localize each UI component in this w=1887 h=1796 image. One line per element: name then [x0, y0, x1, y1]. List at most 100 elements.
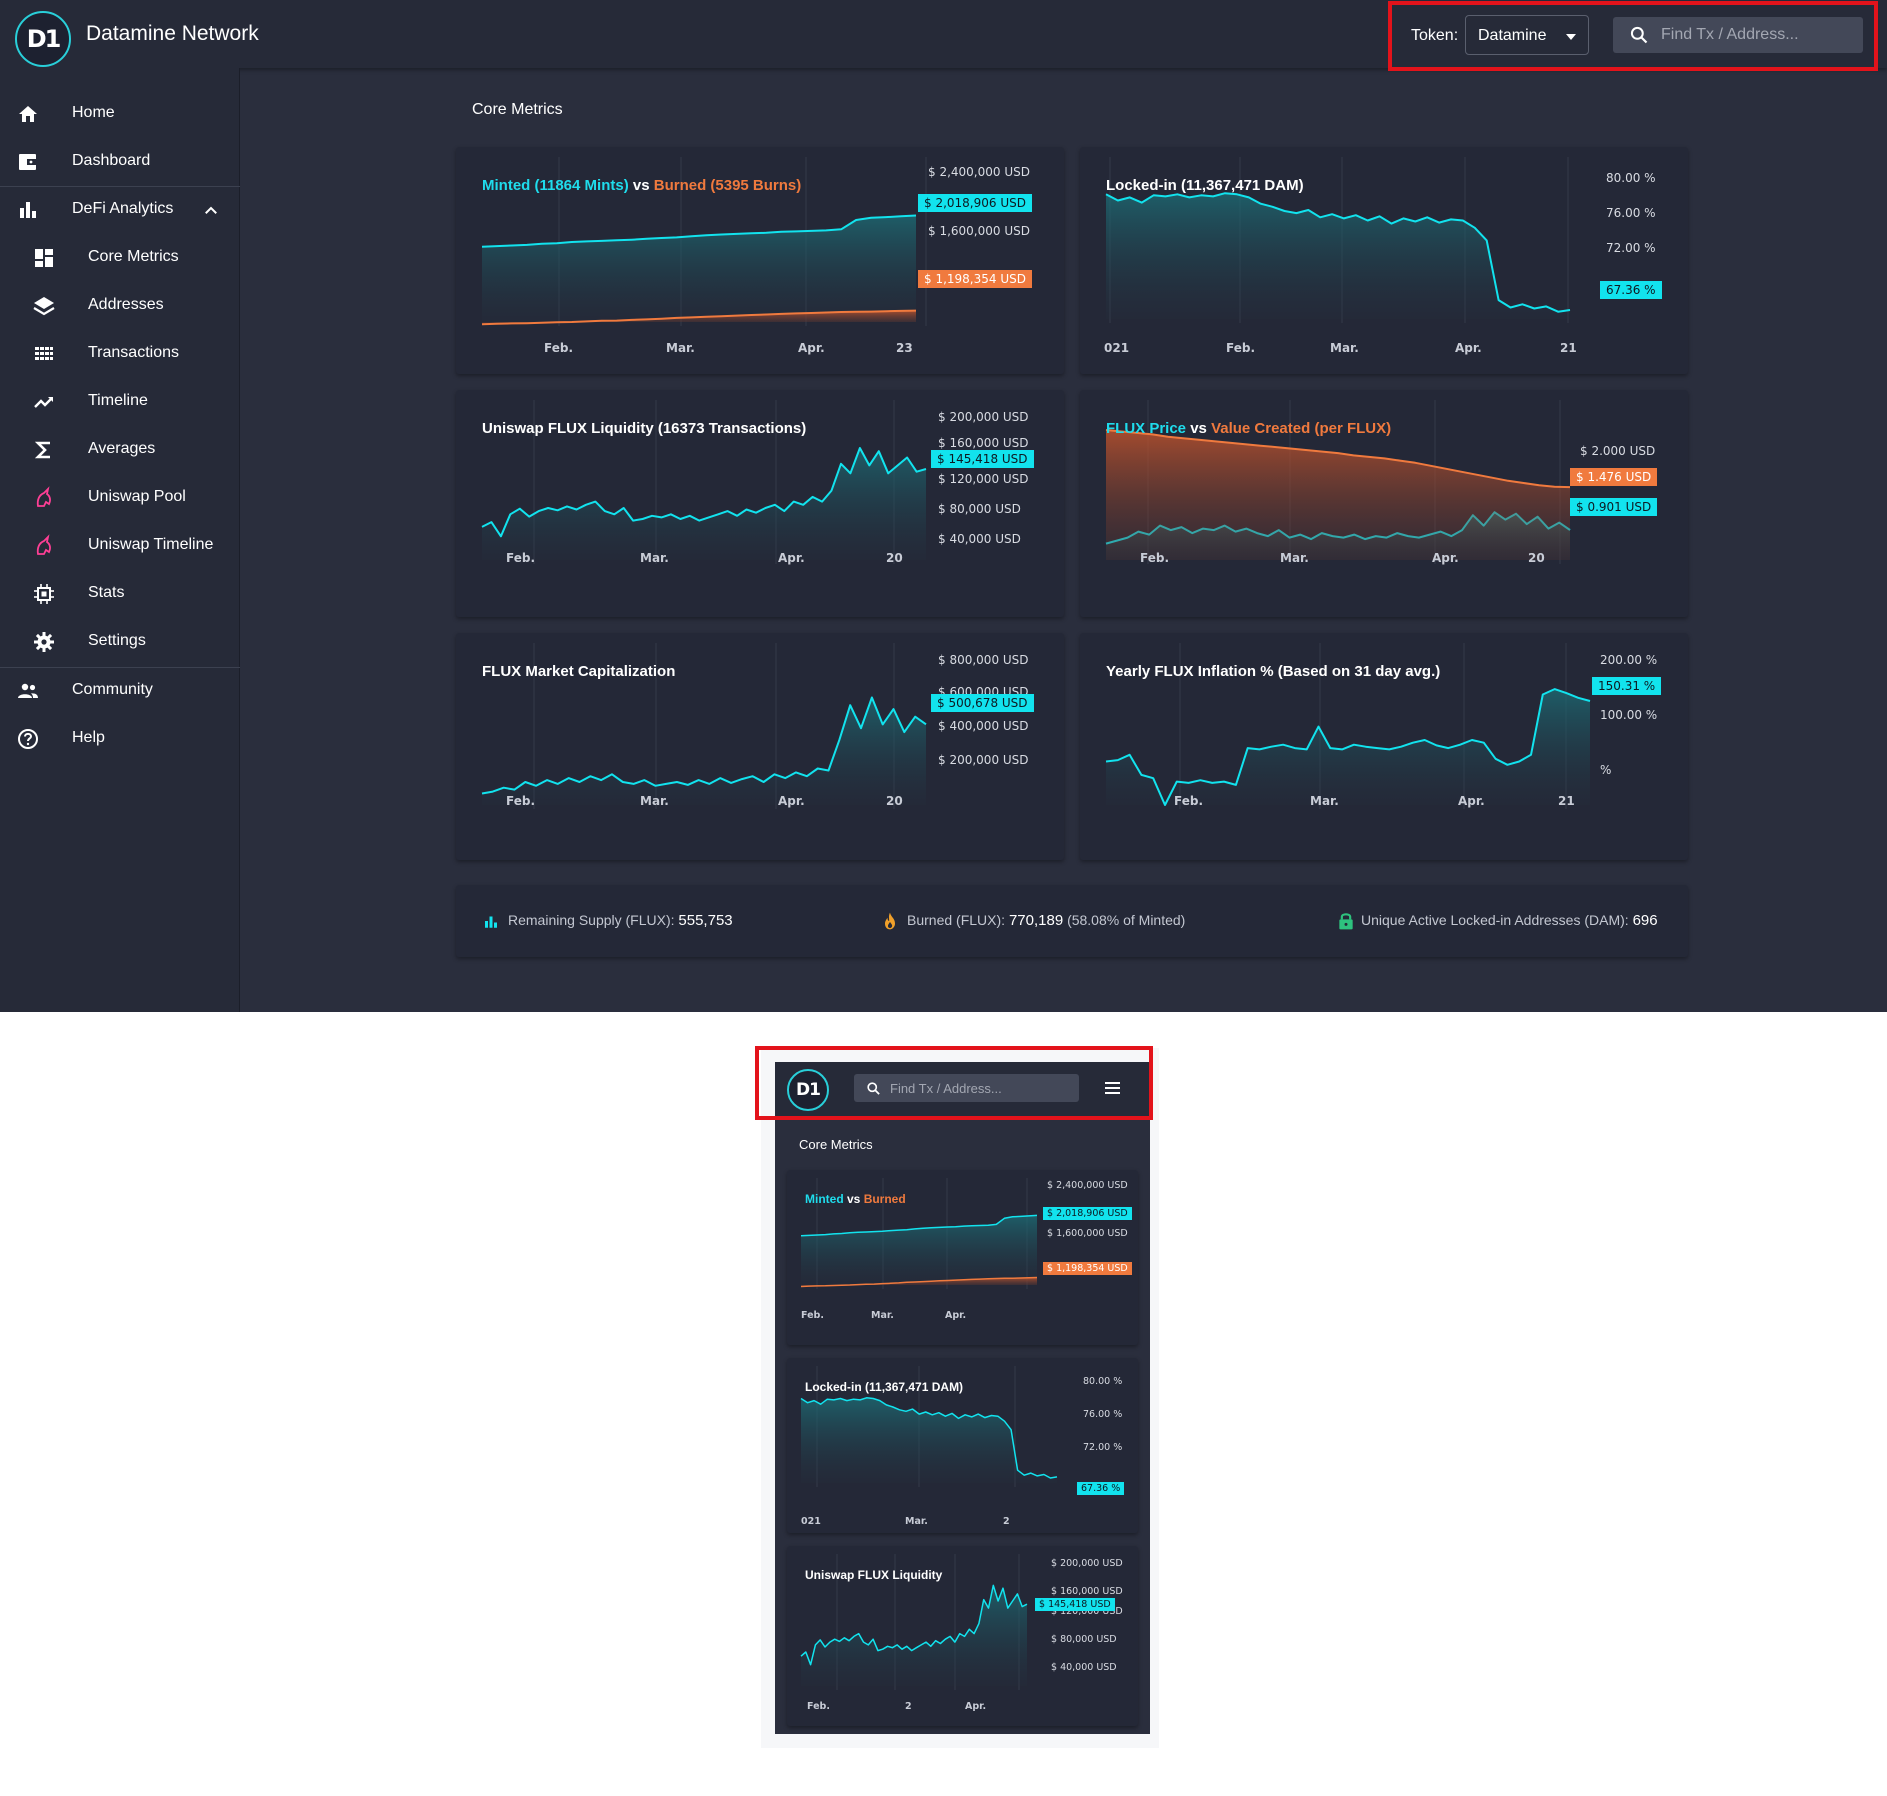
y-tick-label: $ 200,000 USD [938, 410, 1029, 424]
y-tick-label: $ 1,600,000 USD [928, 224, 1030, 238]
search-input[interactable] [890, 1080, 1070, 1096]
search-box[interactable] [1613, 17, 1863, 53]
series-line-0 [800, 1584, 1028, 1666]
y-tick-label: 80.00 % [1083, 1376, 1123, 1387]
y-tick-label: $ 200,000 USD [1051, 1558, 1123, 1569]
y-tick-label: 72.00 % [1083, 1442, 1123, 1453]
chevron-up-icon [205, 206, 217, 214]
chart-title-burned: Burned [863, 1192, 906, 1206]
y-tick-label: $ 80,000 USD [938, 502, 1021, 516]
x-tick-label: Apr. [798, 341, 825, 355]
x-tick-label: Mar. [1310, 794, 1339, 808]
page-title: Core Metrics [472, 101, 563, 118]
sidebar-item-addresses[interactable]: Addresses [0, 282, 240, 330]
x-tick-label: Mar. [666, 341, 695, 355]
highlight-box [1388, 1, 1878, 71]
last-value-badge: $ 1.476 USD [1570, 468, 1658, 486]
x-tick-label: Feb. [807, 1701, 830, 1712]
sidebar-item-label: Addresses [88, 296, 164, 313]
token-select[interactable]: Datamine [1465, 15, 1589, 55]
series-line-0 [1105, 192, 1571, 313]
series-line-0 [481, 696, 927, 795]
sidebar-item-transactions[interactable]: Transactions [0, 330, 240, 378]
y-tick-label: $ 200,000 USD [938, 753, 1029, 767]
sidebar-item-uniswap-pool[interactable]: Uniswap Pool [0, 474, 240, 522]
y-tick-label: $ 2,400,000 USD [928, 165, 1030, 179]
last-value-badge: $ 145,418 USD [1035, 1598, 1115, 1611]
chart-plot [481, 400, 927, 564]
series-area [801, 1215, 1037, 1285]
chart-title-flux-price: FLUX Price [1106, 420, 1187, 437]
last-value-badge: $ 1,198,354 USD [1043, 1262, 1132, 1275]
sidebar-item-timeline[interactable]: Timeline [0, 378, 240, 426]
x-tick-label: 021 [1104, 341, 1130, 355]
sidebar-item-averages[interactable]: Averages [0, 426, 240, 474]
datamine-logo[interactable]: D1 [15, 11, 71, 67]
sidebar-item-label: Averages [88, 440, 156, 457]
x-tick-label: Apr. [965, 1701, 987, 1712]
sidebar-item-uniswap-timeline[interactable]: Uniswap Timeline [0, 522, 240, 570]
x-tick-label: 2 [1003, 1516, 1010, 1527]
sidebar-item-settings[interactable]: Settings [0, 618, 240, 666]
x-tick-label: 2 [905, 1701, 912, 1712]
sidebar-divider [0, 667, 240, 668]
last-value-badge: $ 0.901 USD [1570, 498, 1658, 516]
x-tick-label: Feb. [1140, 551, 1169, 565]
sidebar-item-label: Dashboard [72, 152, 151, 169]
lock-icon [1339, 913, 1353, 930]
x-tick-label: Apr. [778, 794, 805, 808]
chart-title: Yearly FLUX Inflation % (Based on 31 day… [1106, 663, 1441, 680]
series-area [482, 697, 926, 805]
app-title[interactable]: Datamine Network [86, 22, 259, 45]
search-input[interactable] [1661, 25, 1851, 45]
last-value-badge: 150.31 % [1592, 677, 1662, 695]
x-tick-label: Feb. [1226, 341, 1255, 355]
unicorn-icon [36, 534, 51, 555]
datamine-logo[interactable]: D1 [787, 1069, 829, 1111]
y-tick-label: $ 2.000 USD [1580, 444, 1656, 458]
search-icon [1630, 26, 1648, 44]
people-icon [18, 683, 38, 698]
mobile-search-box[interactable] [854, 1074, 1079, 1102]
x-tick-label: 20 [886, 794, 903, 808]
x-tick-label: 021 [801, 1516, 821, 1527]
x-tick-label: Apr. [945, 1310, 967, 1321]
chart-plot [481, 157, 927, 326]
chart-card-locked-in: Locked-in (11,367,471 DAM) 80.00 % 76.00 … [1080, 147, 1688, 374]
sidebar-item-core-metrics[interactable]: Core Metrics [0, 234, 240, 282]
sidebar-item-label: Settings [88, 632, 146, 649]
y-tick-label: $ 120,000 USD [938, 472, 1029, 486]
chart-plot [481, 643, 927, 809]
chart-plot [800, 1366, 1058, 1487]
gear-icon [34, 632, 54, 652]
sidebar-item-label: DeFi Analytics [72, 200, 174, 217]
x-tick-label: Mar. [640, 551, 669, 565]
x-tick-label: 23 [896, 341, 913, 355]
y-tick-label: $ 120,000 USD [1051, 1606, 1123, 1617]
chart-title-vs: vs [1186, 420, 1212, 437]
last-value-badge: $ 145,418 USD [931, 450, 1034, 468]
x-tick-label: Mar. [871, 1310, 894, 1321]
y-tick-label: % [1600, 763, 1612, 777]
sidebar-item-community[interactable]: Community [0, 667, 240, 715]
sidebar: Home Dashboard DeFi Analytics Core Metri… [0, 68, 240, 1012]
sidebar-item-dashboard[interactable]: Dashboard [0, 138, 240, 186]
y-tick-label: 76.00 % [1606, 206, 1656, 220]
x-tick-label: 21 [1558, 794, 1575, 808]
hamburger-menu-icon[interactable] [1105, 1082, 1121, 1096]
chart-title-vs: vs [843, 1192, 864, 1206]
sidebar-item-help[interactable]: Help [0, 715, 240, 763]
series-area [801, 1585, 1027, 1686]
bar-chart-icon [485, 916, 497, 928]
chart-title-minted: Minted [805, 1192, 844, 1206]
sidebar-item-defi-analytics[interactable]: DeFi Analytics [0, 186, 240, 234]
chart-plot [1105, 157, 1571, 323]
y-tick-label: $ 160,000 USD [938, 436, 1029, 450]
page-title: Core Metrics [799, 1137, 873, 1152]
x-tick-label: 21 [1560, 341, 1577, 355]
chart-title: FLUX Market Capitalization [482, 663, 676, 680]
sidebar-item-home[interactable]: Home [0, 90, 240, 138]
sidebar-item-stats[interactable]: Stats [0, 570, 240, 618]
stat-label: Remaining Supply (FLUX): [508, 912, 675, 928]
stat-label: Burned (FLUX): [907, 912, 1006, 928]
